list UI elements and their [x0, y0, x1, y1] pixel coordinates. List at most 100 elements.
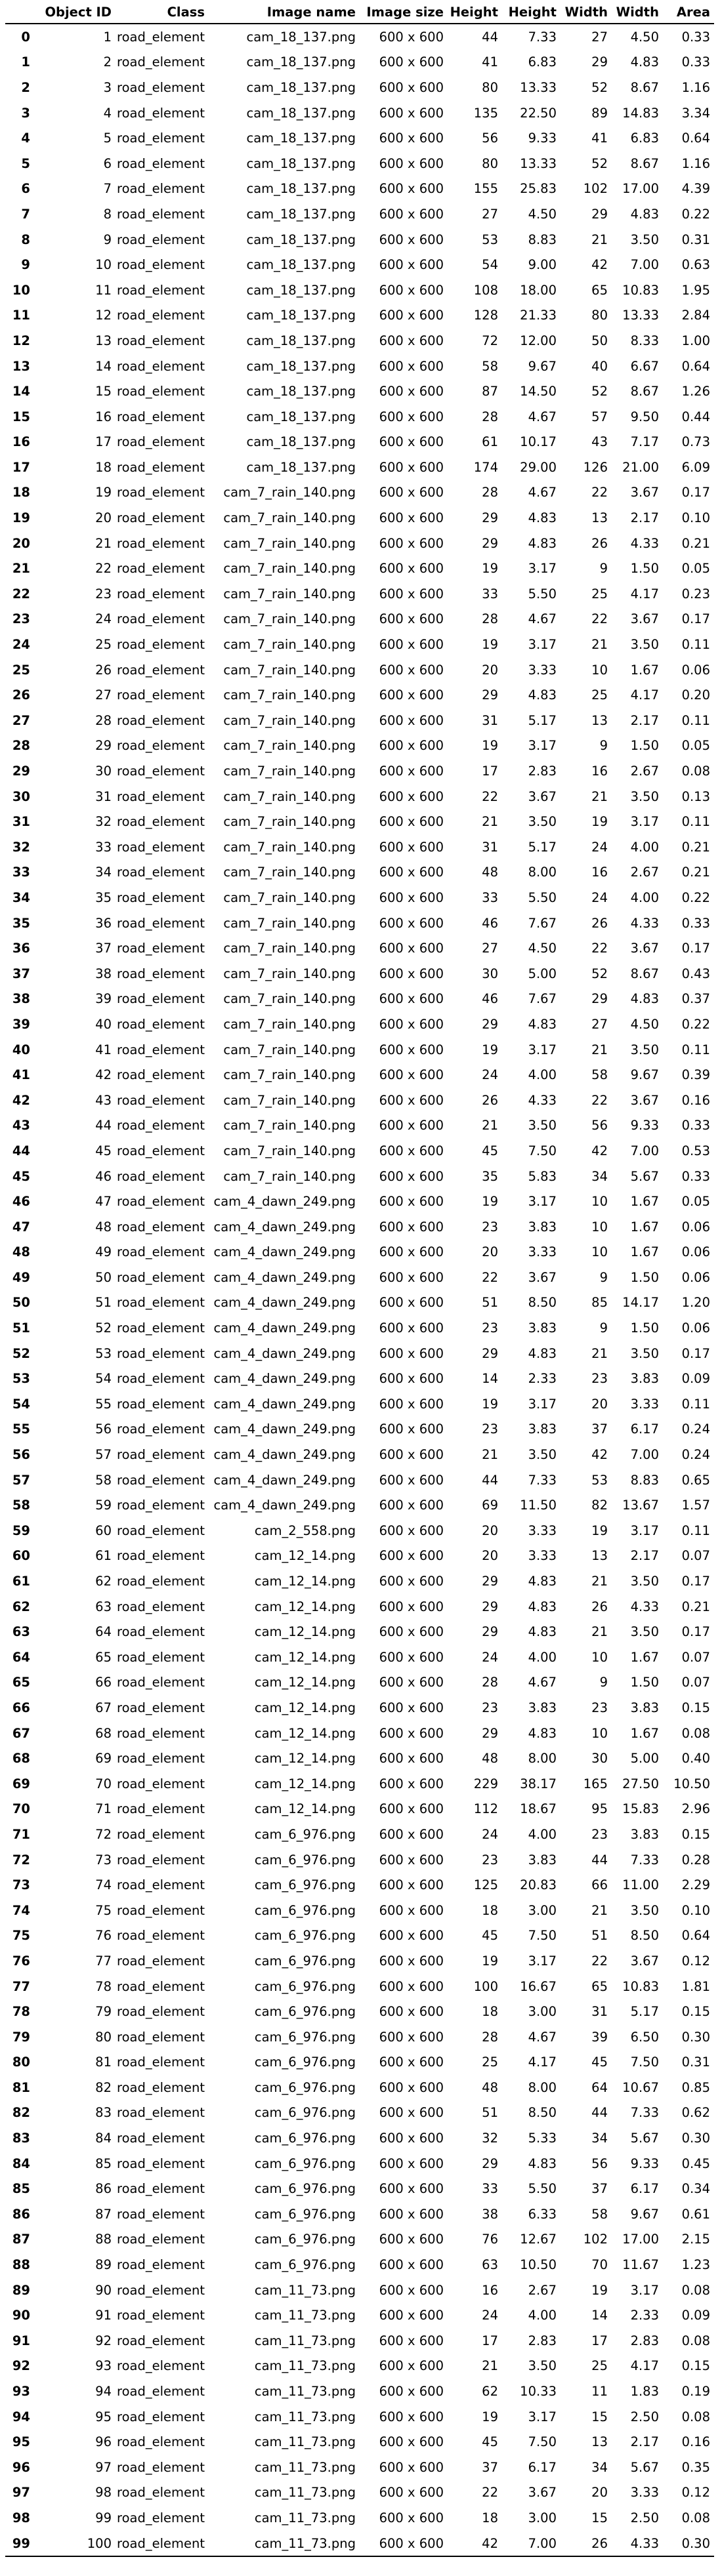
cell-class: road_element	[116, 1067, 205, 1083]
table-row: 73 74 road_element cam_6_976.png 600 x 600 12…	[5, 1872, 714, 1898]
cell-height-px: 29	[482, 535, 498, 551]
cell-width-pct: 3.33	[630, 1396, 659, 1412]
cell-image-name: cam_12_14.png	[254, 1548, 356, 1564]
cell-image-size: 600 x 600	[379, 535, 444, 551]
table-row: 56 57 road_element cam_4_dawn_249.png 600 x …	[5, 1442, 714, 1467]
cell-image-name: cam_18_137.png	[246, 181, 356, 197]
cell-width-pct: 2.17	[630, 1548, 659, 1564]
data-table: Object ID Class Image name Image size He…	[5, 1, 714, 2558]
cell-area: 0.15	[681, 2004, 710, 2020]
cell-object-id: 16	[95, 409, 112, 424]
cell-area: 0.08	[681, 2510, 710, 2525]
cell-class: road_element	[116, 434, 205, 450]
cell-width-pct: 3.83	[630, 1371, 659, 1387]
cell-image-name: cam_7_rain_140.png	[223, 1168, 356, 1184]
cell-height-px: 33	[482, 889, 498, 905]
cell-class: road_element	[116, 1447, 205, 1463]
row-index: 17	[12, 459, 30, 475]
cell-class: road_element	[116, 1852, 205, 1868]
cell-area: 0.17	[681, 1624, 710, 1640]
cell-image-size: 600 x 600	[379, 1194, 444, 1210]
cell-height-px: 61	[482, 434, 498, 450]
cell-width-px: 34	[591, 1168, 608, 1184]
cell-object-id: 75	[95, 1902, 112, 1918]
cell-image-name: cam_7_rain_140.png	[223, 865, 356, 880]
cell-image-size: 600 x 600	[379, 687, 444, 703]
cell-class: road_element	[116, 1269, 205, 1285]
row-index: 24	[12, 637, 30, 653]
cell-width-pct: 3.83	[630, 1826, 659, 1842]
cell-object-id: 70	[95, 1776, 112, 1791]
cell-image-name: cam_7_rain_140.png	[223, 485, 356, 501]
cell-class: road_element	[116, 814, 205, 830]
cell-width-px: 21	[591, 1345, 608, 1361]
cell-image-size: 600 x 600	[379, 662, 444, 678]
row-index: 97	[12, 2485, 30, 2501]
cell-object-id: 82	[95, 2079, 112, 2095]
header-height-pct: Height	[502, 1, 561, 24]
cell-height-pct: 4.83	[528, 1345, 557, 1361]
cell-object-id: 39	[95, 991, 112, 1007]
row-index: 95	[12, 2434, 30, 2450]
cell-area: 0.21	[681, 1599, 710, 1614]
cell-height-pct: 2.67	[528, 2282, 557, 2298]
cell-height-px: 48	[482, 2079, 498, 2095]
cell-width-px: 65	[591, 282, 608, 298]
cell-object-id: 91	[95, 2308, 112, 2323]
cell-class: road_element	[116, 155, 205, 171]
table-header: Object ID Class Image name Image size He…	[5, 1, 714, 24]
cell-image-size: 600 x 600	[379, 1902, 444, 1918]
cell-width-px: 42	[591, 1143, 608, 1158]
cell-class: road_element	[116, 1776, 205, 1791]
row-index: 68	[12, 1751, 30, 1767]
table-row: 28 29 road_element cam_7_rain_140.png 600 x …	[5, 733, 714, 759]
cell-width-pct: 15.83	[622, 1801, 659, 1817]
cell-width-px: 64	[591, 2079, 608, 2095]
cell-height-px: 20	[482, 662, 498, 678]
cell-object-id: 71	[95, 1801, 112, 1817]
cell-height-pct: 3.83	[528, 1852, 557, 1868]
cell-height-px: 29	[482, 1345, 498, 1361]
header-image-name: Image name	[209, 1, 360, 24]
cell-object-id: 76	[95, 1928, 112, 1944]
cell-width-px: 21	[591, 232, 608, 247]
cell-height-px: 19	[482, 1396, 498, 1412]
cell-image-name: cam_7_rain_140.png	[223, 687, 356, 703]
cell-width-pct: 4.17	[630, 586, 659, 602]
row-index: 3	[21, 105, 30, 121]
cell-height-pct: 9.00	[528, 257, 557, 273]
cell-width-pct: 8.83	[630, 1472, 659, 1488]
cell-width-pct: 3.67	[630, 485, 659, 501]
cell-height-pct: 4.67	[528, 611, 557, 627]
cell-height-pct: 18.00	[520, 282, 557, 298]
cell-width-pct: 7.33	[630, 2105, 659, 2121]
table-row: 8 9 road_element cam_18_137.png 600 x 600 53 8…	[5, 227, 714, 253]
cell-image-size: 600 x 600	[379, 1852, 444, 1868]
cell-object-id: 98	[95, 2485, 112, 2501]
table-row: 86 87 road_element cam_6_976.png 600 x 600 38…	[5, 2201, 714, 2227]
cell-width-pct: 5.67	[630, 2131, 659, 2146]
cell-image-name: cam_12_14.png	[254, 1725, 356, 1741]
row-index: 73	[12, 1877, 30, 1893]
cell-width-pct: 3.67	[630, 1953, 659, 1969]
cell-image-size: 600 x 600	[379, 1574, 444, 1589]
cell-height-px: 24	[482, 2308, 498, 2323]
cell-height-px: 38	[482, 2206, 498, 2222]
cell-width-pct: 3.50	[630, 788, 659, 804]
cell-image-name: cam_12_14.png	[254, 1649, 356, 1665]
cell-width-px: 82	[591, 1498, 608, 1513]
cell-height-pct: 16.67	[520, 1978, 557, 1994]
cell-class: road_element	[116, 1877, 205, 1893]
row-index: 72	[12, 1852, 30, 1868]
cell-height-px: 27	[482, 941, 498, 956]
cell-area: 0.63	[681, 257, 710, 273]
row-index: 71	[12, 1826, 30, 1842]
cell-height-px: 18	[482, 2004, 498, 2020]
cell-class: road_element	[116, 839, 205, 855]
cell-area: 0.08	[681, 1725, 710, 1741]
cell-image-name: cam_7_rain_140.png	[223, 662, 356, 678]
cell-area: 0.05	[681, 738, 710, 754]
row-index: 26	[12, 687, 30, 703]
cell-class: road_element	[116, 586, 205, 602]
row-index: 11	[12, 308, 30, 323]
